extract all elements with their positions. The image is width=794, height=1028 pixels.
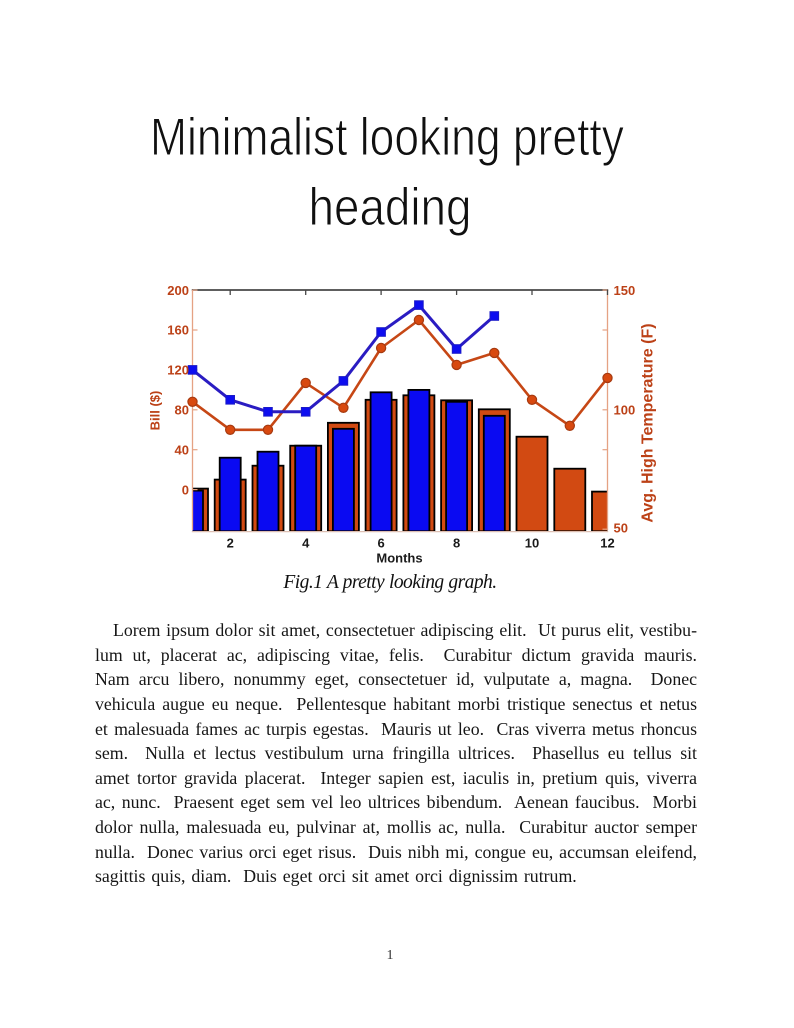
- svg-text:200: 200: [167, 283, 189, 298]
- svg-text:120: 120: [167, 363, 189, 378]
- svg-text:Avg. High Temperature (F): Avg. High Temperature (F): [639, 323, 656, 522]
- svg-text:0: 0: [182, 482, 189, 497]
- svg-text:10: 10: [525, 536, 539, 551]
- svg-text:100: 100: [614, 403, 636, 418]
- svg-text:8: 8: [453, 536, 460, 551]
- svg-text:Minimalist looking pretty: Minimalist looking pretty: [150, 108, 624, 167]
- svg-text:150: 150: [614, 283, 636, 298]
- svg-text:50: 50: [614, 521, 628, 536]
- svg-text:4: 4: [302, 536, 310, 551]
- svg-text:12: 12: [600, 536, 614, 551]
- svg-text:Bill ($): Bill ($): [148, 391, 163, 431]
- svg-text:heading: heading: [309, 178, 472, 237]
- svg-text:6: 6: [377, 536, 384, 551]
- svg-text:Months: Months: [376, 550, 422, 565]
- svg-text:80: 80: [175, 403, 189, 418]
- svg-text:40: 40: [175, 442, 189, 457]
- svg-text:160: 160: [167, 323, 189, 338]
- svg-text:2: 2: [227, 536, 234, 551]
